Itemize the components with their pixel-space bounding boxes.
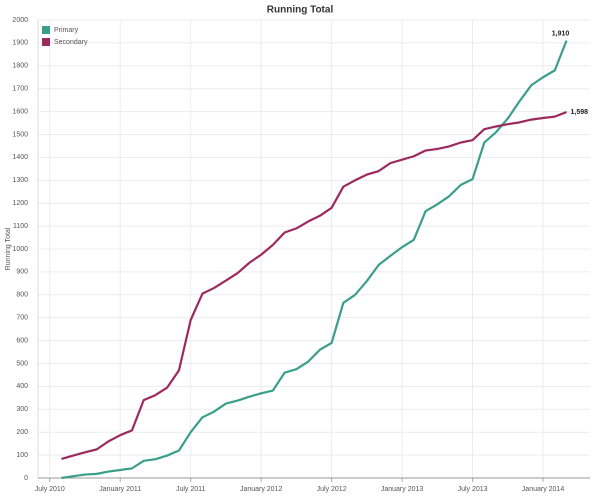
y-tick-label: 1600 [12, 108, 28, 115]
y-tick-label: 1200 [12, 200, 28, 207]
series-line [61, 111, 567, 461]
y-axis-label: Running Total [5, 227, 12, 270]
y-tick-label: 700 [16, 315, 28, 322]
y-tick-label: 1900 [12, 40, 28, 47]
y-tick-label: 300 [16, 406, 28, 413]
legend-label: Primary [54, 27, 79, 34]
y-tick-label: 1500 [12, 131, 28, 138]
x-tick-label: July 2010 [35, 486, 65, 493]
y-tick-label: 900 [16, 269, 28, 276]
x-tick-label: January 2011 [99, 486, 141, 493]
y-tick-label: 800 [16, 292, 28, 299]
x-tick-label: January 2013 [381, 486, 424, 493]
y-tick-label: 500 [16, 360, 28, 367]
legend-swatch [42, 26, 50, 34]
y-tick-label: 400 [16, 383, 28, 390]
data-label: 1,910 [552, 30, 570, 37]
legend-swatch [42, 38, 50, 46]
chart-title: Running Total [267, 5, 334, 16]
y-tick-label: 200 [16, 429, 28, 436]
y-tick-label: 1800 [12, 63, 28, 70]
data-label: 1,598 [571, 109, 589, 116]
legend-label: Secondary [54, 39, 88, 46]
y-tick-label: 0 [24, 475, 28, 482]
y-tick-label: 2000 [12, 17, 28, 24]
y-tick-label: 1400 [12, 154, 28, 161]
y-tick-label: 1700 [12, 86, 28, 93]
x-tick-label: January 2012 [240, 486, 283, 493]
y-tick-label: 1000 [12, 246, 28, 253]
y-tick-label: 100 [16, 452, 28, 459]
series-line [61, 40, 568, 480]
x-tick-label: January 2014 [522, 486, 565, 493]
x-tick-label: July 2011 [176, 486, 206, 493]
y-tick-label: 600 [16, 337, 28, 344]
y-tick-label: 1300 [12, 177, 28, 184]
y-tick-label: 1100 [13, 223, 28, 230]
x-tick-label: July 2013 [458, 486, 488, 493]
x-tick-label: July 2012 [317, 486, 347, 493]
